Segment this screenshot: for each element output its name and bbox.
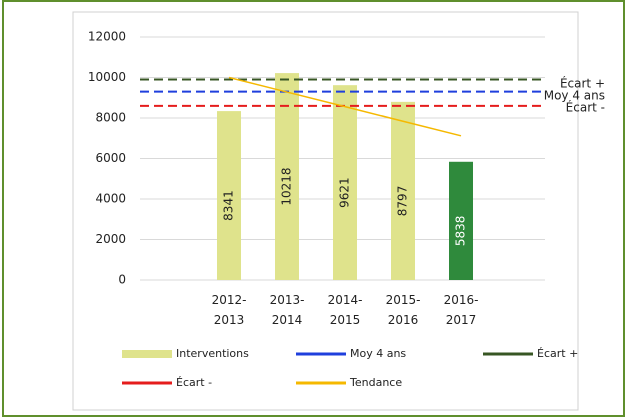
value-label: 8797 (396, 186, 410, 217)
x-tick-label: 2012-2013 (212, 293, 247, 327)
y-tick-label: 8000 (95, 111, 126, 125)
bar (391, 101, 415, 280)
y-tick-label: 2000 (95, 232, 126, 246)
bar (449, 161, 473, 280)
legend-swatch (122, 350, 172, 358)
x-tick-label: 2015-2016 (386, 293, 421, 327)
legend-label: Écart + (537, 347, 578, 360)
annotation: Écart - (566, 100, 605, 115)
bar (275, 73, 299, 280)
x-tick-label: 2016-2017 (444, 293, 479, 327)
bar (217, 111, 241, 280)
x-tick-label: 2013-2014 (270, 293, 305, 327)
x-tick-label: 2014-2015 (328, 293, 363, 327)
y-tick-label: 12000 (88, 30, 126, 44)
y-tick-label: 6000 (95, 151, 126, 165)
annotation: Écart + (560, 76, 605, 91)
annotation: Moy 4 ans (544, 89, 605, 103)
y-tick-label: 0 (118, 273, 126, 287)
legend-label: Interventions (176, 347, 249, 360)
legend-label: Tendance (349, 376, 402, 389)
y-tick-label: 10000 (88, 70, 126, 84)
legend-label: Moy 4 ans (350, 347, 406, 360)
y-tick-label: 4000 (95, 192, 126, 206)
value-label: 8341 (222, 190, 236, 221)
legend-label: Écart - (176, 376, 212, 389)
value-label: 5838 (454, 216, 468, 247)
bar (333, 85, 357, 281)
trend-line (228, 76, 462, 137)
value-label: 10218 (280, 167, 294, 205)
plot-frame (72, 11, 579, 411)
value-label: 9621 (338, 177, 352, 208)
